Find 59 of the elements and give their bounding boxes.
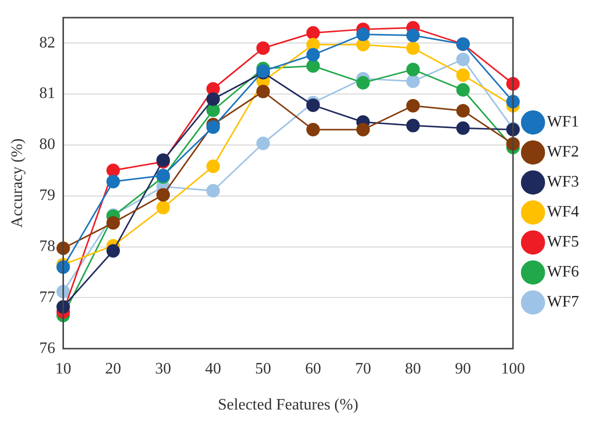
point (356, 28, 370, 42)
point (156, 200, 170, 214)
point (156, 188, 170, 202)
legend-label: WF7 (547, 294, 579, 311)
y-tick-label: 80 (39, 136, 56, 154)
point (206, 160, 220, 174)
point (306, 98, 320, 112)
legend-label: WF4 (547, 204, 579, 221)
x-tick-label: 70 (355, 360, 372, 378)
y-axis-title: Accuracy (%) (8, 138, 26, 228)
point (356, 122, 370, 136)
point (456, 121, 470, 135)
point (106, 244, 120, 258)
point (406, 74, 420, 88)
legend-label: WF3 (547, 174, 579, 191)
point (456, 52, 470, 66)
point (106, 216, 120, 230)
x-axis-title: Selected Features (%) (218, 396, 358, 414)
y-tick-label: 82 (39, 34, 56, 52)
point (306, 122, 320, 136)
point (456, 68, 470, 82)
point (306, 59, 320, 73)
point (406, 62, 420, 76)
point (106, 164, 120, 178)
point (356, 76, 370, 90)
point (306, 48, 320, 62)
y-tick-label: 76 (39, 340, 56, 357)
x-tick-label: 90 (455, 360, 472, 378)
legend-label: WF1 (547, 114, 579, 131)
y-tick-label: 77 (39, 288, 56, 306)
y-tick-label: 78 (39, 238, 56, 255)
point (406, 41, 420, 55)
point (256, 84, 270, 98)
legend-label: WF6 (547, 264, 579, 281)
point (406, 98, 420, 112)
point (206, 92, 220, 106)
point (206, 120, 220, 134)
x-tick-label: 80 (405, 360, 422, 378)
x-tick-label: 30 (155, 360, 172, 378)
x-tick-label: 100 (501, 360, 525, 378)
x-tick-label: 50 (255, 360, 272, 378)
point (256, 41, 270, 55)
point (456, 83, 470, 97)
y-tick-label: 79 (39, 187, 56, 204)
point (206, 184, 220, 198)
x-tick-label: 10 (55, 360, 72, 378)
x-tick-label: 60 (305, 360, 322, 378)
point (456, 104, 470, 118)
point (306, 26, 320, 40)
y-tick-label: 81 (39, 85, 56, 102)
point (106, 174, 120, 188)
point (206, 104, 220, 118)
legend-label: WF5 (547, 234, 579, 251)
x-tick-label: 40 (205, 360, 222, 378)
point (256, 136, 270, 150)
point (406, 118, 420, 132)
legend-label: WF2 (547, 144, 579, 161)
point (406, 28, 420, 42)
x-tick-label: 20 (105, 360, 122, 378)
